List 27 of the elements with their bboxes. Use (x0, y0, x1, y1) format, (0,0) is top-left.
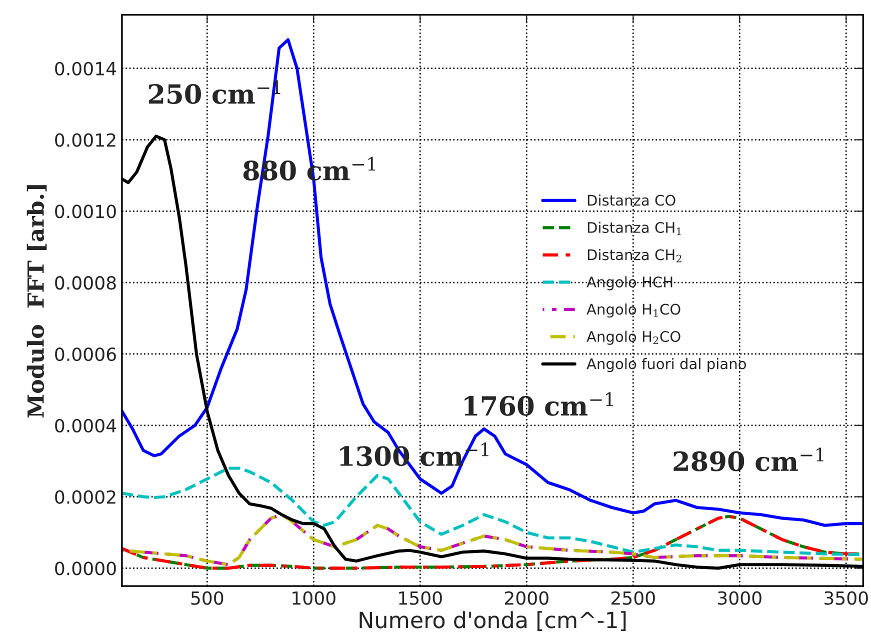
y-tick-label: 0.0012 (55, 133, 116, 147)
x-tick-label: 2500 (611, 591, 655, 605)
x-tick-label: 1000 (292, 591, 336, 605)
x-tick-label: 3500 (824, 591, 868, 605)
y-tick-label: 0.0002 (55, 490, 116, 504)
y-tick-label: 0.0014 (55, 62, 116, 76)
legend-label: Angolo H$_{2}$CO (586, 330, 680, 345)
y-tick-label: 0.0008 (55, 276, 116, 290)
legend-label: Angolo H$_{1}$CO (586, 303, 680, 318)
y-tick-label: 0.0000 (55, 562, 116, 576)
y-tick-label: 0.0010 (55, 204, 116, 218)
y-axis-title: Modulo FFT [arb.] (26, 185, 47, 418)
legend-label: Angolo fuori dal piano (586, 358, 746, 372)
x-tick-label: 2000 (504, 591, 548, 605)
legend-label: Distanza CH$_{1}$ (588, 222, 681, 236)
y-tick-label: 0.0004 (55, 418, 116, 432)
x-tick-label: 3000 (718, 591, 762, 605)
annotation: 1760 cm$^{−1}$ (464, 392, 613, 416)
x-tick-label: 1500 (399, 591, 442, 605)
legend-label: Angolo HCH (586, 276, 672, 290)
line-series (122, 38, 864, 527)
y-tick-label: 0.0006 (55, 347, 116, 362)
x-tick-label: 500 (191, 591, 224, 605)
annotation: 2890 cm$^{−1}$ (674, 448, 824, 472)
legend-label: Distanza CH$_{2}$ (588, 248, 682, 262)
x-axis-title: Numero d'onda [cm^-1] (360, 611, 626, 631)
legend-label: Distanza CO (588, 194, 676, 206)
